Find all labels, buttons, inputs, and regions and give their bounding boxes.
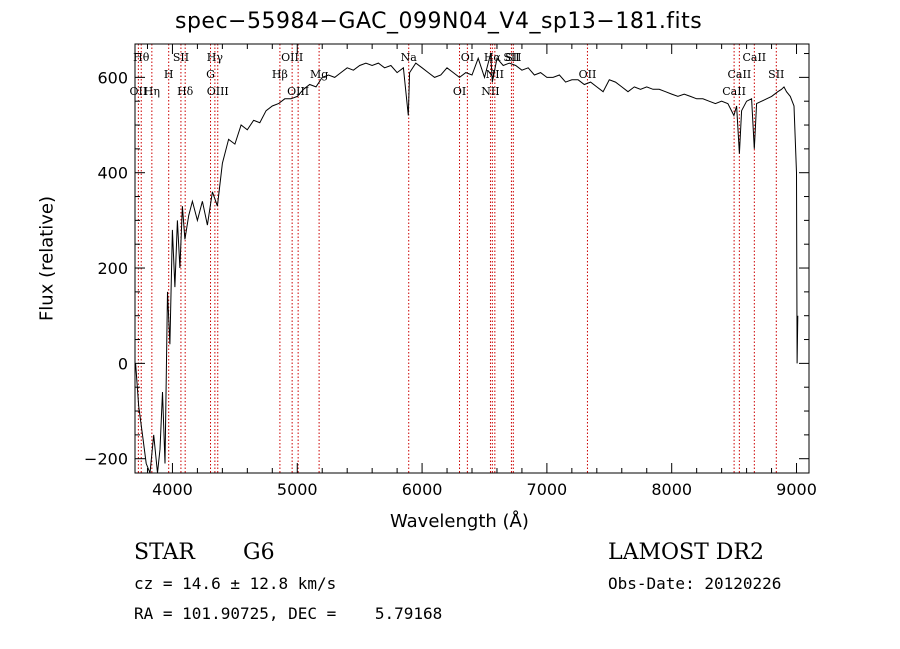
line-marker-label-14: OI	[453, 85, 466, 98]
line-marker-label-20: SII	[505, 51, 521, 64]
x-tick-label-5: 9000	[776, 480, 817, 499]
flux-series-line	[135, 53, 799, 474]
line-marker-label-13: Na	[401, 51, 418, 64]
line-marker-label-12: Mg	[310, 68, 328, 81]
y-axis-label: Flux (relative)	[36, 195, 58, 322]
line-marker-label-19: SII	[503, 51, 519, 64]
line-marker-label-6: Hγ	[207, 51, 224, 64]
x-tick-label-1: 5000	[277, 480, 318, 499]
y-tick-label-3: 400	[97, 164, 128, 183]
plot-frame	[134, 43, 810, 474]
object-class: STAR	[134, 540, 195, 565]
line-marker-labels: HθOIIHηHSIIHδHγGOIIIHβOIIIOIIIMgNaOIOINI…	[130, 51, 785, 98]
ra-dec: RA = 101.90725, DEC = 5.79168	[134, 604, 443, 623]
x-tick-label-2: 6000	[402, 480, 443, 499]
y-tick-label-4: 600	[97, 68, 128, 87]
line-marker-label-10: OIII	[281, 51, 303, 64]
line-marker-label-8: OIII	[207, 85, 229, 98]
line-marker-label-17: Hα	[484, 51, 502, 64]
x-tick-label-0: 4000	[152, 480, 193, 499]
axis-ticks	[135, 44, 809, 473]
survey-name: LAMOST DR2	[608, 540, 764, 565]
line-marker-label-11: OIII	[287, 85, 309, 98]
y-tick-label-1: 0	[118, 354, 128, 373]
line-marker-label-2: Hη	[144, 85, 160, 98]
line-marker-label-25: SII	[768, 68, 784, 81]
line-marker-label-3: H	[164, 68, 174, 81]
line-marker-label-4: SII	[173, 51, 189, 64]
line-marker-label-1: OII	[130, 85, 148, 98]
axis-tick-labels: 4000 5000 6000 7000 8000 9000 −200 0 200 400 600	[84, 68, 817, 499]
obs-date: Obs-Date: 20120226	[608, 574, 782, 593]
x-axis-label: Wavelength (Å)	[390, 511, 529, 532]
line-marker-label-15: OI	[461, 51, 474, 64]
chart-title: spec−55984−GAC_099N04_V4_sp13−181.fits	[175, 9, 703, 34]
line-marker-label-0: Hθ	[133, 51, 150, 64]
x-tick-label-4: 8000	[651, 480, 692, 499]
redshift-cz: cz = 14.6 ± 12.8 km/s	[134, 574, 337, 593]
line-marker-label-23: CaII	[728, 68, 752, 81]
y-tick-label-2: 200	[97, 259, 128, 278]
line-marker-label-21: OII	[579, 68, 597, 81]
line-marker-label-7: G	[206, 68, 215, 81]
line-marker-label-24: CaII	[742, 51, 766, 64]
y-tick-label-0: −200	[84, 450, 128, 469]
line-marker-label-9: Hβ	[272, 68, 288, 81]
line-marker-label-18: NII	[486, 68, 504, 81]
line-markers	[137, 44, 777, 473]
line-marker-label-22: CaII	[722, 85, 746, 98]
object-subclass: G6	[243, 540, 275, 565]
x-tick-label-3: 7000	[527, 480, 568, 499]
line-marker-label-5: Hδ	[177, 85, 194, 98]
line-marker-label-16: NII	[481, 85, 499, 98]
